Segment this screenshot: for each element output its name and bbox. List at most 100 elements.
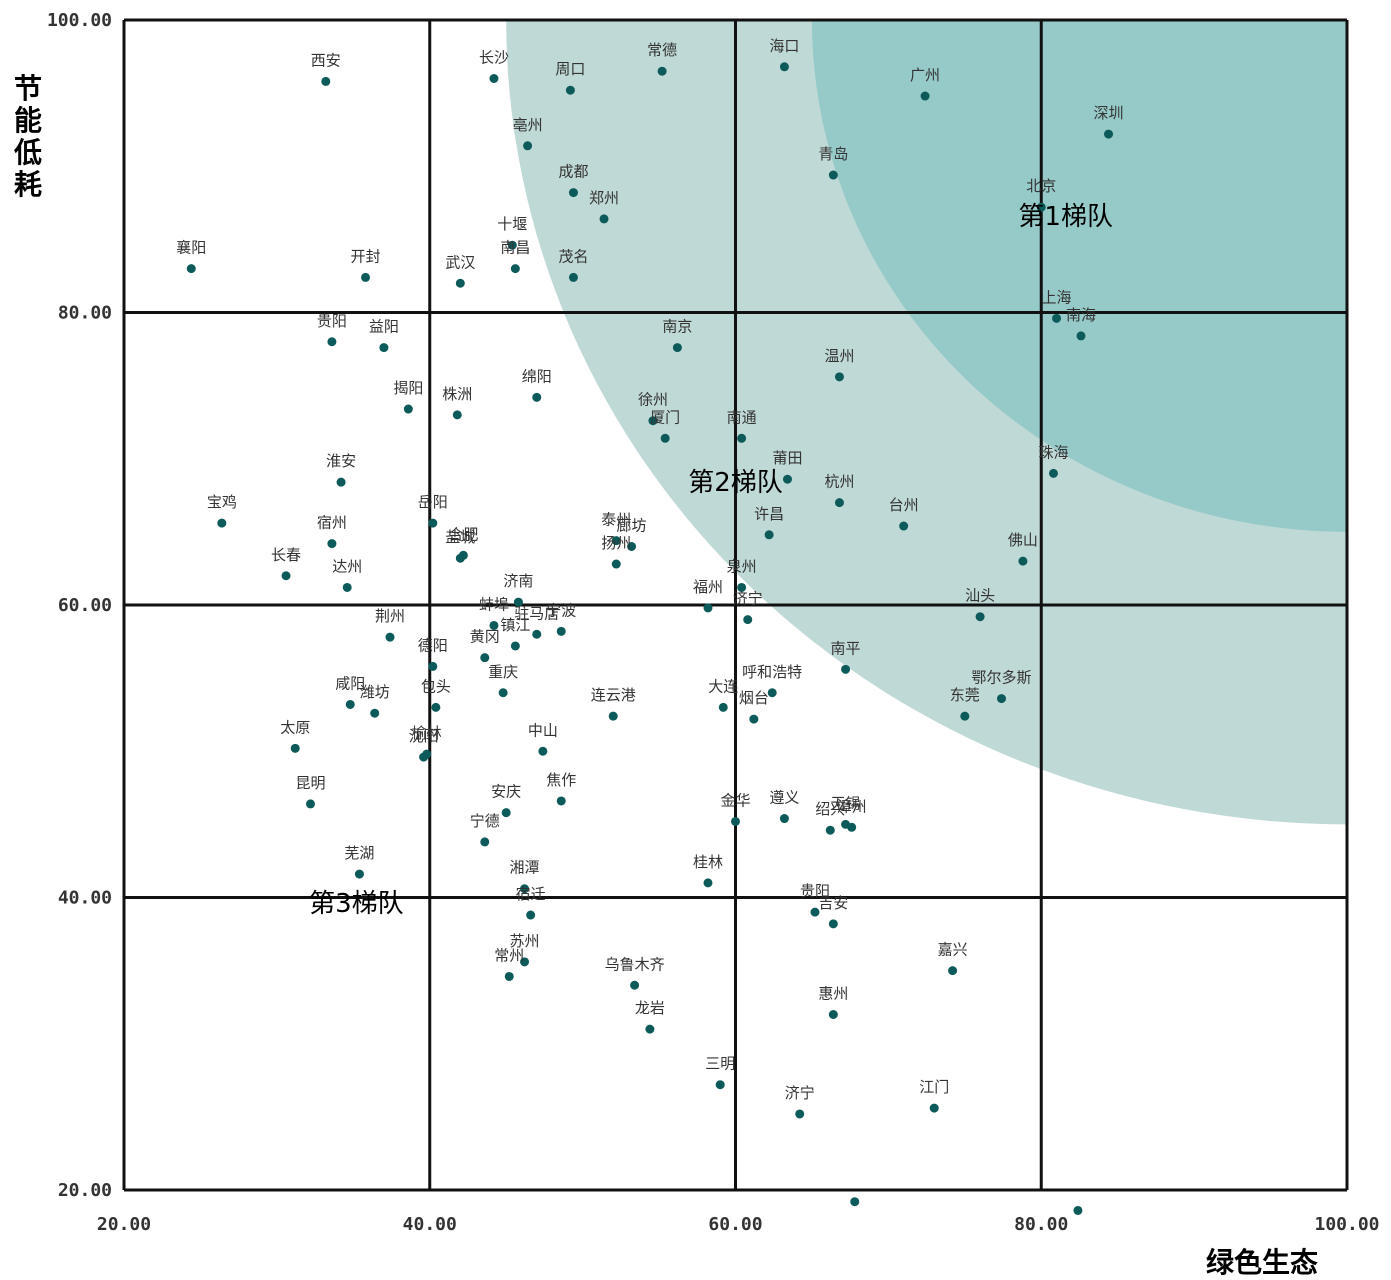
point-label: 漳州 <box>837 797 867 815</box>
point-label: 廊坊 <box>617 517 647 535</box>
point-label: 咸阳 <box>335 674 365 692</box>
point-label: 十堰 <box>497 215 527 233</box>
data-point <box>847 822 857 832</box>
data-point <box>997 694 1007 704</box>
data-point <box>501 808 511 818</box>
data-point <box>1052 313 1062 323</box>
point-label: 长沙 <box>479 49 509 67</box>
x-tick-label: 60.00 <box>708 1214 762 1235</box>
point-label: 合肥 <box>448 525 478 543</box>
data-point <box>532 629 542 639</box>
point-label: 南京 <box>662 318 692 336</box>
point-label: 江门 <box>919 1078 949 1096</box>
point-label: 海口 <box>769 37 799 55</box>
point-label: 佛山 <box>1008 531 1038 549</box>
point-label: 徐州 <box>638 391 668 409</box>
point-label: 济宁 <box>785 1084 815 1102</box>
point-label: 包头 <box>421 677 451 695</box>
y-tick-label: 20.00 <box>58 1180 112 1201</box>
data-point <box>703 603 713 613</box>
data-point <box>795 1109 805 1119</box>
point-label: 淮安 <box>326 452 356 470</box>
tier-band-1 <box>812 20 1347 532</box>
data-point <box>608 711 618 721</box>
point-label: 郑州 <box>589 189 619 207</box>
point-label: 鄂尔多斯 <box>971 669 1031 687</box>
data-point <box>428 661 438 671</box>
point-label: 常德 <box>647 41 677 59</box>
data-point <box>810 907 820 917</box>
point-label: 潍坊 <box>360 683 390 701</box>
point-label: 台州 <box>889 496 919 514</box>
point-label: 上海 <box>1042 288 1072 306</box>
data-point <box>1036 202 1046 212</box>
data-point <box>556 626 566 636</box>
point-label: 成都 <box>558 163 588 181</box>
axis-ticks: 20.00 40.00 60.00 80.00 100.00 20.00 40.00 60.0… <box>47 10 1380 1235</box>
point-label: 宁德 <box>470 812 500 830</box>
point-label: 宁波 <box>546 601 576 619</box>
point-label: 北京 <box>1026 177 1056 195</box>
data-point <box>841 664 851 674</box>
point-label: 济宁 <box>733 590 763 608</box>
point-label: 株洲 <box>442 385 472 403</box>
point-label: 广州 <box>910 66 940 84</box>
data-point <box>403 404 413 414</box>
point-label: 长春 <box>271 546 301 564</box>
point-label: 德阳 <box>418 636 448 654</box>
data-point <box>737 582 747 592</box>
point-label: 襄阳 <box>176 239 206 257</box>
data-point <box>920 91 930 101</box>
data-point <box>370 708 380 718</box>
point-label: 青岛 <box>818 145 848 163</box>
data-point <box>480 837 490 847</box>
y-tick-label: 100.00 <box>47 10 112 31</box>
point-label: 三明 <box>705 1055 735 1073</box>
data-point <box>565 85 575 95</box>
point-label: 吉安 <box>818 894 848 912</box>
point-label: 重庆 <box>488 663 518 681</box>
data-point <box>354 869 364 879</box>
data-point <box>948 966 958 976</box>
point-label: 苏州 <box>510 932 540 950</box>
data-point <box>321 76 331 86</box>
x-axis-title: 绿色生态 <box>1206 1246 1318 1279</box>
data-point <box>489 74 499 83</box>
data-point <box>764 530 774 540</box>
data-point <box>513 597 523 607</box>
data-point <box>779 814 789 824</box>
data-point <box>507 240 517 250</box>
point-label: 金华 <box>720 791 750 809</box>
point-label: 达州 <box>332 557 362 575</box>
point-label: 温州 <box>824 347 854 365</box>
grid-lines <box>122 18 1349 1192</box>
data-point <box>532 392 542 402</box>
point-label: 南昌 <box>500 239 530 257</box>
point-label: 烟台 <box>739 689 769 707</box>
data-point <box>834 372 844 382</box>
data-point <box>345 699 355 709</box>
data-point <box>611 559 621 569</box>
data-point <box>504 971 514 981</box>
data-point <box>336 477 346 487</box>
point-label: 连云港 <box>591 686 636 704</box>
data-point <box>556 796 566 806</box>
point-label: 焦作 <box>546 771 576 789</box>
point-label: 杭州 <box>824 473 854 491</box>
point-label: 泰州 <box>601 511 631 529</box>
data-point <box>703 878 713 888</box>
point-label: 开封 <box>351 247 381 265</box>
data-point <box>648 416 658 426</box>
data-point <box>599 214 609 224</box>
point-label: 沈阳 <box>409 727 439 745</box>
data-point <box>715 1080 725 1090</box>
data-point <box>731 816 740 826</box>
data-point <box>523 141 533 151</box>
point-label: 荆州 <box>375 607 405 625</box>
data-point <box>743 615 753 625</box>
point-label: 贵阳 <box>317 312 347 330</box>
point-label: 呼和浩特 <box>742 663 802 681</box>
data-point <box>327 539 337 549</box>
point-label: 福州 <box>693 578 723 596</box>
